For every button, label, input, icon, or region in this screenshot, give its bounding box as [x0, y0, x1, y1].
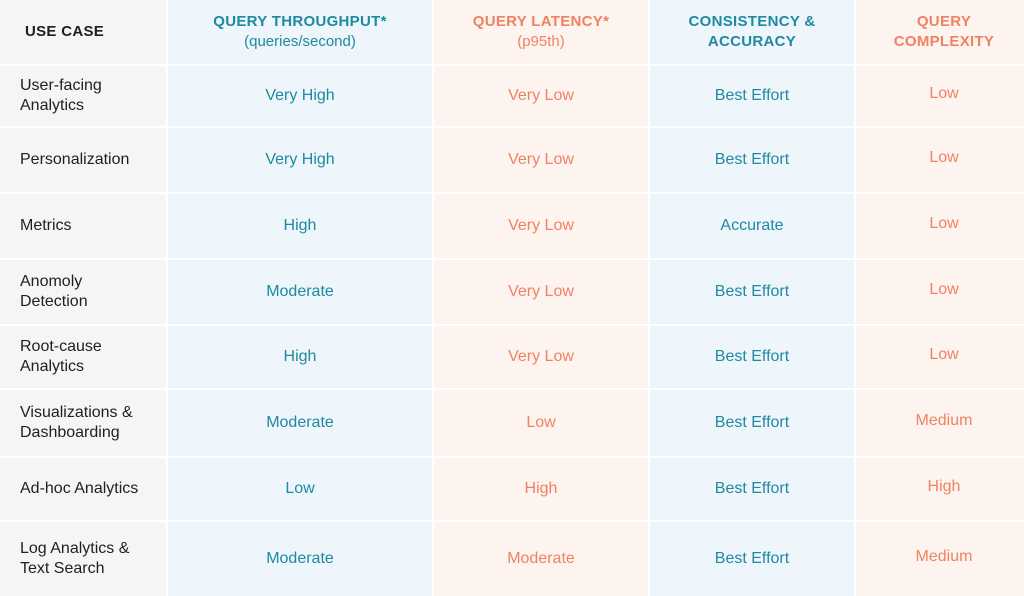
header-consistency-accuracy: CONSISTENCY & ACCURACY — [650, 0, 854, 64]
use-case-label: Metrics — [20, 217, 72, 234]
table-row-4-complexity: Low — [856, 326, 1024, 388]
table-row-3-latency: Very Low — [434, 260, 648, 324]
table-row-1-throughput: Very High — [168, 128, 432, 192]
table-row-6-consistency: Best Effort — [650, 458, 854, 520]
table-row-0-latency: Very Low — [434, 66, 648, 126]
table-row-7-use-case: Log Analytics & Text Search — [0, 522, 166, 596]
table-row-0-throughput: Very High — [168, 66, 432, 126]
table-row-6-latency: High — [434, 458, 648, 520]
table-row-6-use-case: Ad-hoc Analytics — [0, 458, 166, 520]
table-row-4-latency: Very Low — [434, 326, 648, 388]
table-row-2-throughput: High — [168, 194, 432, 258]
table-row-2-use-case: Metrics — [0, 194, 166, 258]
table-row-5-latency: Low — [434, 390, 648, 456]
table-row-2-complexity: Low — [856, 194, 1024, 258]
complexity-value: Low — [929, 85, 959, 102]
table-row-0-use-case: User-facing Analytics — [0, 66, 166, 126]
table-row-5-throughput: Moderate — [168, 390, 432, 456]
complexity-value: High — [927, 478, 961, 495]
table-row-3-use-case: Anomoly Detection — [0, 260, 166, 324]
table-row-0-consistency: Best Effort — [650, 66, 854, 126]
table-row-3-throughput: Moderate — [168, 260, 432, 324]
header-query-throughput: QUERY THROUGHPUT* (queries/second) — [168, 0, 432, 64]
header-query-latency-subtitle: (p95th) — [517, 33, 565, 50]
header-query-throughput-title: QUERY THROUGHPUT* — [213, 13, 387, 30]
use-case-label: Visualizations & Dashboarding — [20, 404, 133, 441]
table-row-1-consistency: Best Effort — [650, 128, 854, 192]
header-query-latency-title: QUERY LATENCY* — [472, 13, 610, 30]
use-case-label: Anomoly Detection — [20, 273, 88, 310]
header-query-latency: QUERY LATENCY* (p95th) — [434, 0, 648, 64]
complexity-value: Low — [929, 346, 959, 363]
table-row-5-use-case: Visualizations & Dashboarding — [0, 390, 166, 456]
table-row-4-use-case: Root-cause Analytics — [0, 326, 166, 388]
use-case-label: Personalization — [20, 151, 130, 168]
use-case-label: Ad-hoc Analytics — [20, 480, 139, 497]
use-case-label: User-facing Analytics — [20, 77, 102, 114]
table-row-4-throughput: High — [168, 326, 432, 388]
table-row-3-complexity: Low — [856, 260, 1024, 324]
header-consistency-accuracy-title: CONSISTENCY & ACCURACY — [688, 13, 816, 50]
table-row-3-consistency: Best Effort — [650, 260, 854, 324]
table-row-4-consistency: Best Effort — [650, 326, 854, 388]
complexity-value: Medium — [915, 548, 973, 565]
table-row-2-latency: Very Low — [434, 194, 648, 258]
table-row-7-throughput: Moderate — [168, 522, 432, 596]
table-row-6-throughput: Low — [168, 458, 432, 520]
table-row-1-latency: Very Low — [434, 128, 648, 192]
table-row-7-latency: Moderate — [434, 522, 648, 596]
table-row-2-consistency: Accurate — [650, 194, 854, 258]
header-query-throughput-subtitle: (queries/second) — [244, 33, 356, 50]
table-row-1-use-case: Personalization — [0, 128, 166, 192]
complexity-value: Low — [929, 215, 959, 232]
use-case-label: Root-cause Analytics — [20, 338, 102, 375]
table-row-5-complexity: Medium — [856, 390, 1024, 456]
table-row-0-complexity: Low — [856, 66, 1024, 126]
complexity-value: Medium — [915, 412, 973, 429]
header-query-complexity: QUERY COMPLEXITY — [856, 0, 1024, 64]
table-row-6-complexity: High — [856, 458, 1024, 520]
complexity-value: Low — [929, 149, 959, 166]
table-row-7-consistency: Best Effort — [650, 522, 854, 596]
table-row-7-complexity: Medium — [856, 522, 1024, 596]
header-query-complexity-title: QUERY COMPLEXITY — [893, 13, 995, 50]
use-case-label: Log Analytics & Text Search — [20, 540, 130, 577]
complexity-value: Low — [929, 281, 959, 298]
table-row-5-consistency: Best Effort — [650, 390, 854, 456]
header-use-case: USE CASE — [0, 0, 166, 64]
table-row-1-complexity: Low — [856, 128, 1024, 192]
